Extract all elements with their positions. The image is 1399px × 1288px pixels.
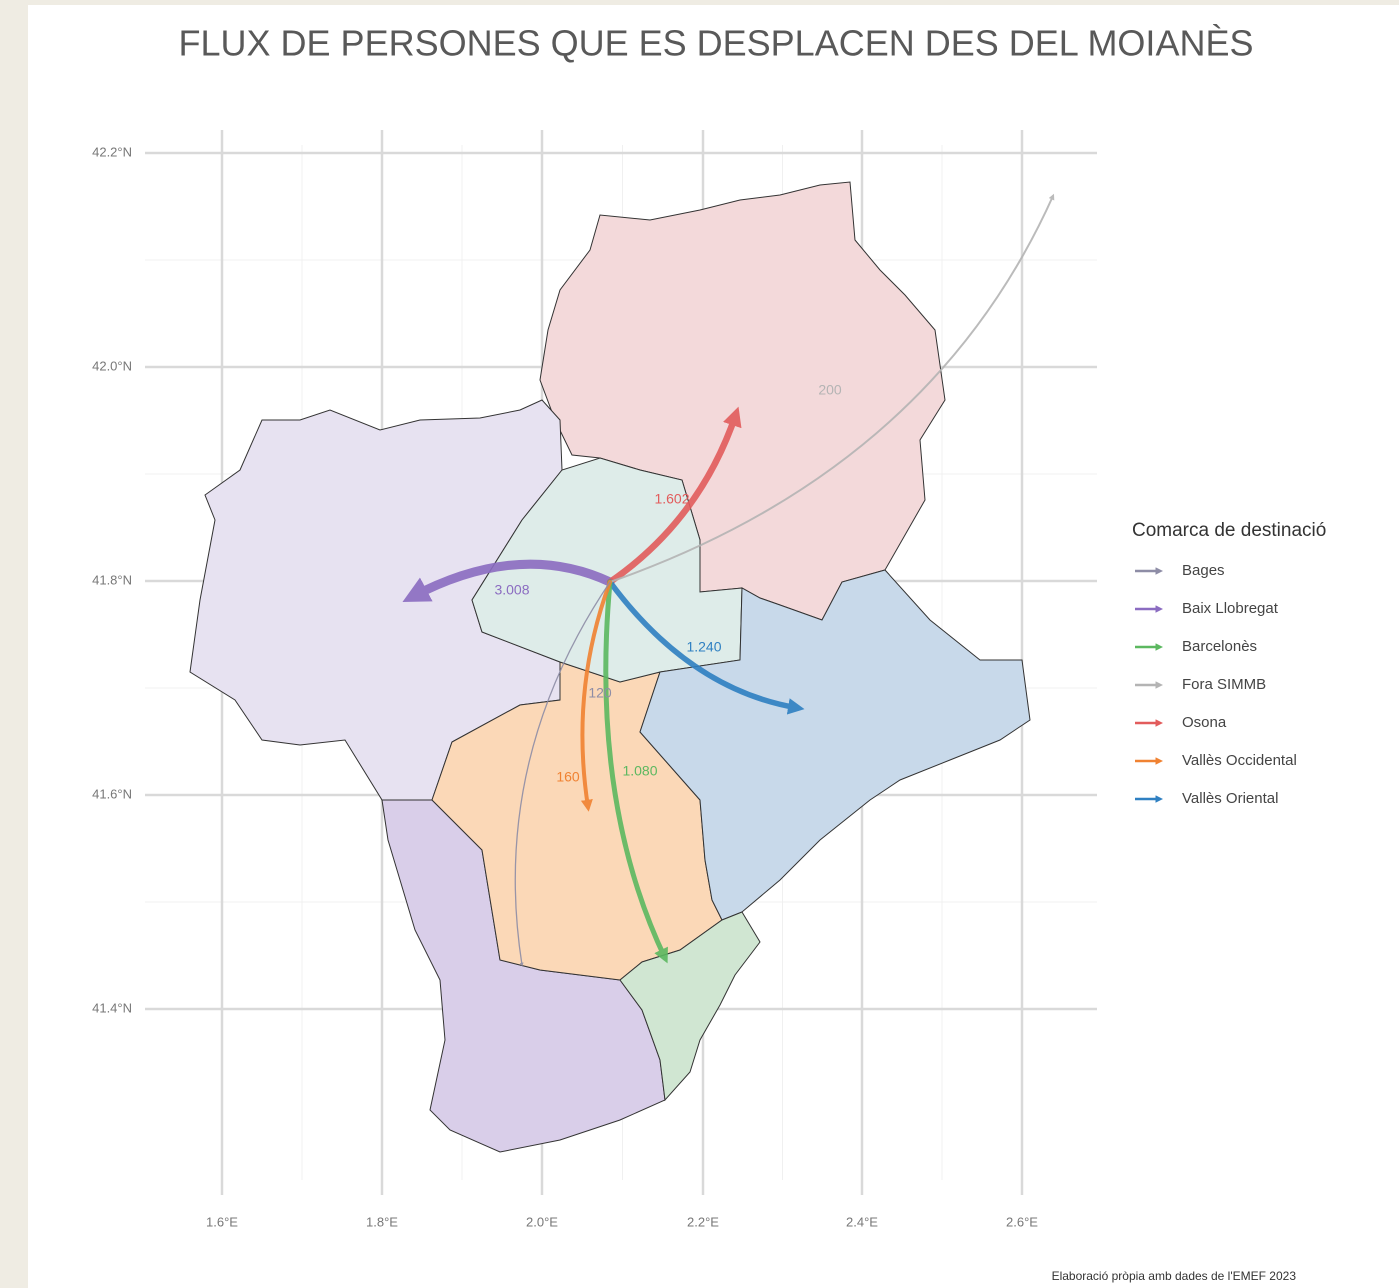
flow-arrow [606,406,742,586]
region-valles-oriental [639,569,1031,921]
legend: Comarca de destinació Bages Baix Llobregat… [1132,520,1326,807]
flow-arrow [609,193,1055,583]
y-tick-label: 42.2°N [92,144,132,159]
legend-label: Bages [1182,562,1225,579]
y-tick-label: 41.8°N [92,572,132,587]
x-tick-label: 2.2°E [687,1214,719,1229]
x-tick-label: 1.8°E [366,1214,398,1229]
x-tick-label: 2.6°E [1006,1214,1038,1229]
x-tick-label: 2.4°E [846,1214,878,1229]
legend-label: Osona [1182,714,1227,731]
y-tick-label: 42.0°N [92,358,132,373]
flow-arrow [603,579,668,964]
caption: Elaboració pròpia amb dades de l'EMEF 20… [1052,1269,1297,1283]
flow-label: 1.080 [622,763,657,779]
flow-arrow [514,581,611,967]
regions [189,181,1031,1153]
x-tick-label: 1.6°E [206,1214,238,1229]
legend-label: Vallès Oriental [1182,790,1278,807]
flow-label: 1.602 [654,491,689,507]
flow-label: 160 [556,769,580,785]
flows: 3.008 1.602 1.240 1.080 200 160 120 [402,193,1055,967]
x-tick-label: 2.0°E [526,1214,558,1229]
flow-label: 1.240 [686,639,721,655]
legend-label: Fora SIMMB [1182,676,1266,693]
flow-arrow [580,580,612,812]
y-tick-label: 41.6°N [92,786,132,801]
y-tick-label: 41.4°N [92,1000,132,1015]
flow-label: 3.008 [494,582,529,598]
legend-label: Baix Llobregat [1182,600,1279,617]
flow-arrow [607,579,805,715]
flow-arrow [402,559,615,603]
flow-label: 200 [818,382,842,398]
legend-title: Comarca de destinació [1132,520,1326,541]
legend-label: Vallès Occidental [1182,752,1297,769]
flow-label: 120 [588,685,612,701]
title: FLUX DE PERSONES QUE ES DESPLACEN DES DE… [179,23,1254,64]
legend-label: Barcelonès [1182,638,1257,655]
